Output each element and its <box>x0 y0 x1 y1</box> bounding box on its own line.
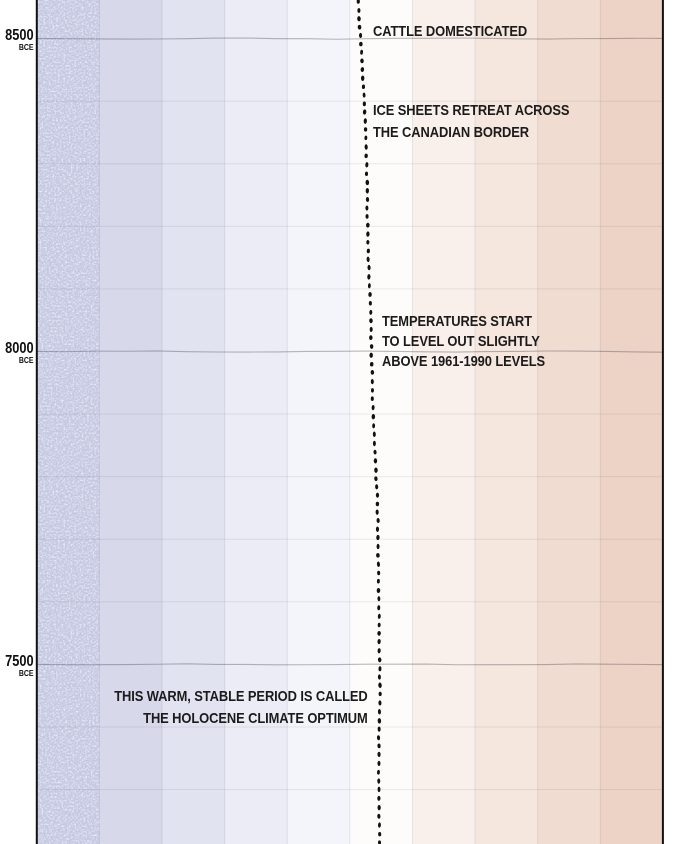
annotation-ice-sheets-retreat: ICE SHEETS RETREAT ACROSS THE CANADIAN BO… <box>373 100 569 144</box>
right-border-line <box>661 0 664 844</box>
y-tick-8500-bce: 8500 BCE <box>0 26 34 52</box>
annotation-line: ICE SHEETS RETREAT ACROSS <box>373 102 570 119</box>
tick-unit: BCE <box>18 41 34 52</box>
annotation-line: TO LEVEL OUT SLIGHTLY <box>382 333 540 350</box>
gridlines <box>36 0 663 844</box>
temperature-gradient-bands <box>36 0 664 844</box>
annotation-line: TEMPERATURES START <box>382 313 532 330</box>
annotation-line: THIS WARM, STABLE PERIOD IS CALLED <box>114 688 369 705</box>
tick-year: 8000 <box>4 339 34 357</box>
y-tick-8000-bce: 8000 BCE <box>0 339 34 365</box>
temperature-dotted-curve <box>356 0 382 844</box>
y-tick-7500-bce: 7500 BCE <box>0 652 34 678</box>
annotation-line: CATTLE DOMESTICATED <box>373 23 528 40</box>
annotation-holocene-climate-optimum: THIS WARM, STABLE PERIOD IS CALLED THE HO… <box>114 686 369 729</box>
y-axis-line <box>35 0 38 844</box>
tick-year: 8500 <box>4 26 34 44</box>
plot-borders <box>35 0 664 844</box>
annotation-line: ABOVE 1961-1990 LEVELS <box>382 353 546 370</box>
annotation-line: THE HOLOCENE CLIMATE OPTIMUM <box>143 709 368 727</box>
annotation-cattle-domesticated: CATTLE DOMESTICATED <box>373 21 527 42</box>
tick-unit: BCE <box>18 667 34 678</box>
annotation-temperatures-level-out: TEMPERATURES START TO LEVEL OUT SLIGHTLY A… <box>382 312 545 372</box>
annotation-line: THE CANADIAN BORDER <box>373 124 530 141</box>
tick-unit: BCE <box>18 354 34 365</box>
tick-year: 7500 <box>4 652 34 670</box>
